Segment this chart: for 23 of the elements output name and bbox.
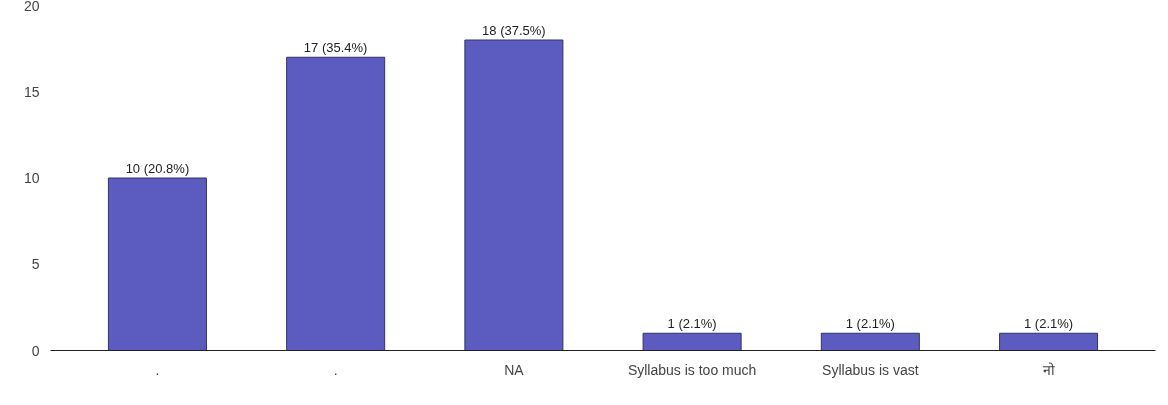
bar [999,332,1099,351]
x-tick-label: . [333,361,338,378]
x-tick-label: नो [1042,361,1055,378]
y-tick-label: 15 [23,83,40,100]
data-label: 1 (2.1%) [845,316,895,332]
data-label: 1 (2.1%) [1024,316,1074,332]
data-label: 1 (2.1%) [667,316,717,332]
y-tick-label: 10 [23,170,40,186]
bar [464,39,564,351]
data-label: 17 (35.4%) [303,40,368,56]
y-tick-label: 5 [31,256,40,273]
bar [642,332,742,351]
x-tick-label: . [155,361,160,378]
x-tick-label: NA [504,361,525,378]
bar [107,177,207,351]
bar [286,56,386,351]
data-label: 10 (20.8%) [125,161,190,176]
y-tick-label: 20 [23,0,40,14]
x-tick-label: Syllabus is too much [627,361,757,378]
data-label: 18 (37.5%) [482,23,546,38]
bar [820,332,920,351]
y-tick-label: 0 [31,342,40,359]
x-tick-label: Syllabus is vast [822,361,919,378]
